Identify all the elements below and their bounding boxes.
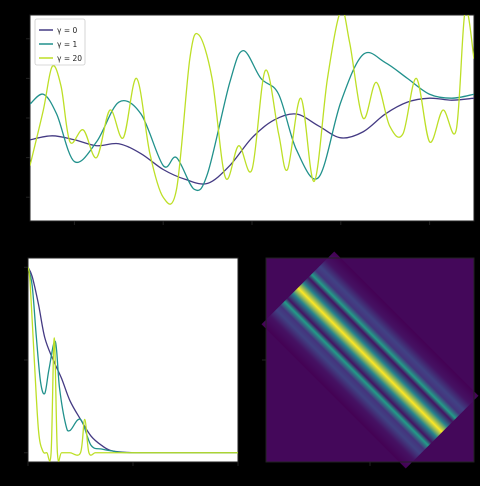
plot-area [27, 257, 239, 463]
series-line-1 [28, 267, 238, 454]
line-panel-1 [24, 257, 239, 466]
series-line-2 [30, 15, 474, 205]
series-line-2 [28, 267, 238, 462]
series-line-1 [30, 50, 474, 192]
plot-area [29, 14, 475, 222]
legend: γ = 0 γ = 1 γ = 20 [34, 18, 86, 66]
heatmap-panel [224, 214, 480, 486]
legend-label: γ = 20 [57, 54, 82, 63]
legend-label: γ = 1 [57, 40, 77, 49]
legend-label: γ = 0 [57, 26, 77, 35]
line-panel-0: γ = 0 γ = 1 γ = 20 [26, 14, 475, 225]
series-line-0 [30, 97, 474, 185]
